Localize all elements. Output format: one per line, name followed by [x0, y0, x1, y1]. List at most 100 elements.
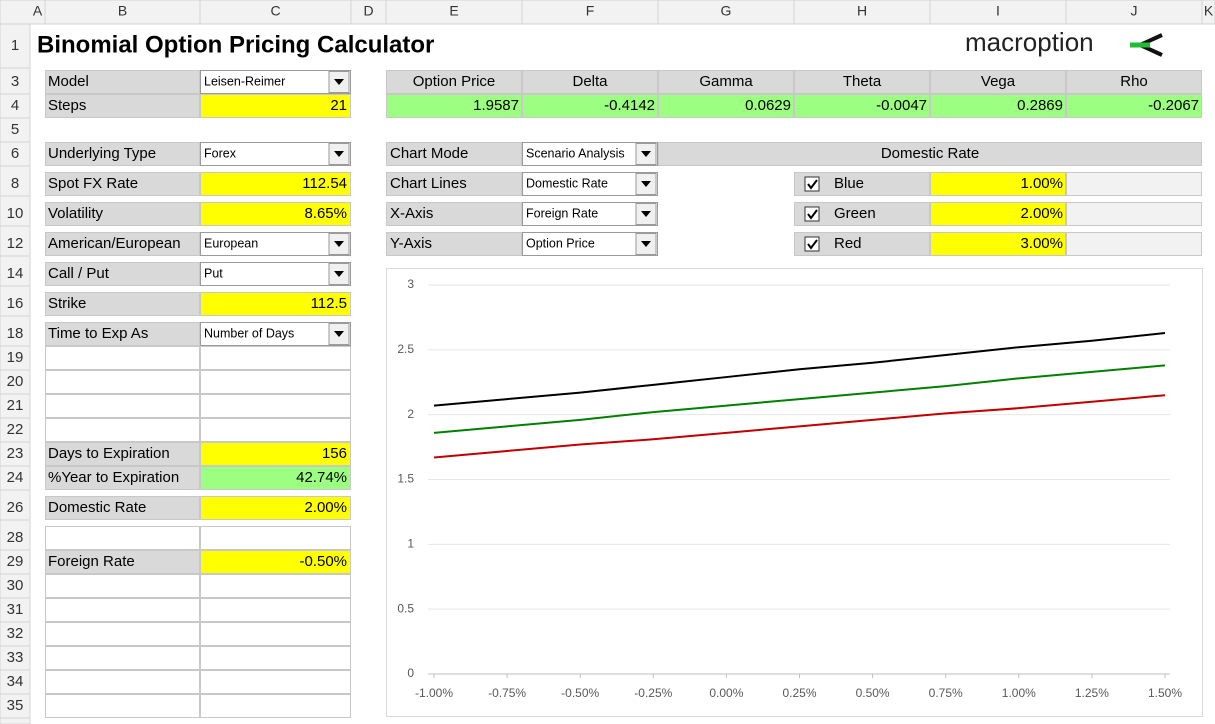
- cell: [45, 172, 200, 196]
- x-tick-label: 0.75%: [929, 686, 963, 700]
- column-letter: K: [1204, 3, 1214, 19]
- row-number: 6: [11, 145, 19, 162]
- dropdown-value: Foreign Rate: [526, 206, 598, 220]
- chart-line-label: Green: [834, 205, 876, 222]
- checkbox[interactable]: [804, 176, 820, 192]
- row-number: 34: [7, 673, 24, 690]
- cell: [45, 418, 200, 442]
- cell: [45, 646, 200, 670]
- cell[interactable]: [930, 232, 1066, 256]
- chart-lines-header: Domestic Rate: [881, 145, 979, 162]
- checkmark: [807, 209, 818, 220]
- x-tick-label: 1.25%: [1075, 686, 1109, 700]
- input-label: Strike: [48, 295, 86, 312]
- input-label: Steps: [48, 97, 86, 114]
- row-number: 29: [7, 553, 24, 570]
- dropdown-arrow: [334, 79, 344, 85]
- dropdown-arrow: [334, 271, 344, 277]
- dropdown-value: Put: [204, 266, 223, 280]
- input-label: Spot FX Rate: [48, 175, 138, 192]
- series-line: [433, 394, 1166, 459]
- cell[interactable]: [200, 442, 351, 466]
- row-number: 16: [7, 295, 24, 312]
- dropdown: [200, 142, 351, 166]
- x-tick-label: 0.25%: [782, 686, 816, 700]
- row-number: 22: [7, 421, 24, 438]
- result-header: Delta: [572, 73, 608, 90]
- row-number: 3: [11, 73, 19, 90]
- checkbox[interactable]: [804, 206, 820, 222]
- row-number: 12: [7, 235, 24, 252]
- cell[interactable]: [200, 550, 351, 574]
- row-number: 31: [7, 601, 24, 618]
- row-number: 1: [11, 37, 19, 54]
- row-number: 28: [7, 529, 24, 546]
- cell: [386, 70, 522, 94]
- dropdown-value: Leisen-Reimer: [204, 74, 285, 88]
- cell: [45, 526, 200, 550]
- cell: [1066, 232, 1202, 256]
- cell[interactable]: [930, 172, 1066, 196]
- cell[interactable]: [200, 202, 351, 226]
- row-number: 33: [7, 649, 24, 666]
- input-label: %Year to Expiration: [48, 469, 179, 486]
- y-tick-label: 1.5: [397, 472, 414, 486]
- cell: [1066, 202, 1202, 226]
- cell: [200, 526, 351, 550]
- row-number: 4: [11, 97, 19, 114]
- series-line: [433, 331, 1166, 407]
- row-number: 23: [7, 445, 24, 462]
- cell: [45, 292, 200, 316]
- cell: [45, 70, 200, 94]
- cell: [930, 94, 1066, 118]
- column-letter: J: [1131, 3, 1138, 19]
- cell[interactable]: [200, 496, 351, 520]
- input-label: Domestic Rate: [48, 499, 146, 516]
- checkbox[interactable]: [804, 236, 820, 252]
- dropdown: [200, 262, 351, 286]
- series-line: [433, 364, 1166, 434]
- cell[interactable]: [200, 292, 351, 316]
- input-label: Days to Expiration: [48, 445, 170, 462]
- dropdown: [522, 232, 658, 256]
- cell: [45, 466, 200, 490]
- cell: [200, 574, 351, 598]
- dropdown-value: European: [204, 236, 258, 250]
- result-value: 0.0629: [745, 97, 791, 114]
- cell: [658, 142, 1202, 166]
- dropdown-value: Number of Days: [204, 326, 294, 340]
- checkmark: [807, 239, 818, 250]
- row-number: 30: [7, 577, 24, 594]
- cell[interactable]: [930, 202, 1066, 226]
- dropdown-value: Domestic Rate: [526, 176, 608, 190]
- y-tick-label: 1: [407, 537, 414, 551]
- cell: [200, 394, 351, 418]
- dropdown-arrow: [334, 151, 344, 157]
- row-number: 19: [7, 349, 24, 366]
- column-letter: E: [449, 3, 458, 19]
- x-tick-label: 0.00%: [709, 686, 743, 700]
- cell[interactable]: [200, 172, 351, 196]
- row-number: 5: [11, 121, 19, 138]
- cell: [522, 70, 658, 94]
- result-header: Vega: [981, 73, 1016, 90]
- row-number: 21: [7, 397, 24, 414]
- dropdown-arrow: [641, 151, 651, 157]
- cell: [45, 394, 200, 418]
- cell: [200, 622, 351, 646]
- input-label: Volatility: [48, 205, 104, 222]
- input-label: Underlying Type: [48, 145, 156, 162]
- dropdown-value: Forex: [204, 146, 237, 160]
- input-value: 112.5: [311, 295, 347, 312]
- result-header: Option Price: [413, 73, 496, 90]
- control-label: Y-Axis: [390, 235, 432, 252]
- dropdown-arrow: [334, 331, 344, 337]
- cell: [794, 172, 930, 196]
- dropdown-arrow: [334, 241, 344, 247]
- dropdown-arrow: [641, 241, 651, 247]
- cell[interactable]: [200, 94, 351, 118]
- input-label: Model: [48, 73, 89, 90]
- dropdown-value: Scenario Analysis: [526, 146, 625, 160]
- result-value: -0.4142: [604, 97, 655, 114]
